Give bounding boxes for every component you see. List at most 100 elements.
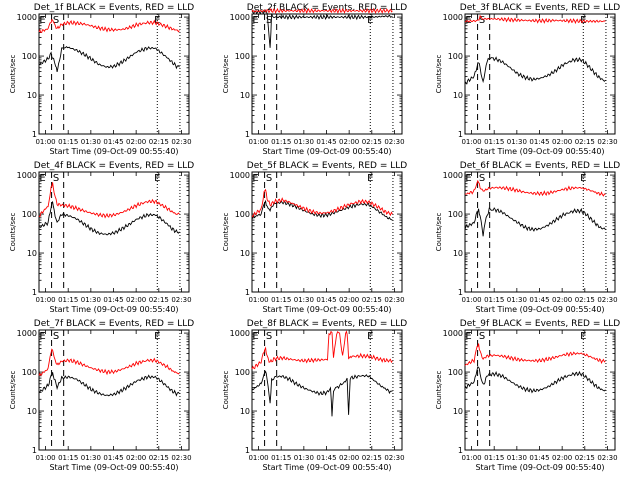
y-tick-label: 10	[453, 91, 463, 100]
x-axis-label: Start Time (09-Oct-09 00:55:40)	[49, 147, 178, 156]
x-axis-label: Start Time (09-Oct-09 00:55:40)	[475, 463, 604, 472]
x-tick-label: 02:00	[339, 454, 359, 462]
x-tick-label: 01:00	[248, 454, 268, 462]
y-tick-label: 1000	[230, 329, 250, 338]
y-tick-label: 1000	[230, 13, 250, 22]
x-tick-label: 01:15	[271, 138, 291, 146]
x-tick-label: 01:45	[316, 296, 336, 304]
y-tick-label: 1	[245, 130, 250, 139]
x-axis-label: Start Time (09-Oct-09 00:55:40)	[262, 463, 391, 472]
x-tick-label: 01:15	[484, 296, 504, 304]
x-tick-label: 01:00	[35, 454, 55, 462]
x-tick-label: 01:15	[58, 454, 78, 462]
x-tick-label: 01:30	[81, 454, 101, 462]
y-tick-label: 100	[22, 368, 37, 377]
detector-panel: Det_2f BLACK = Events, RED = LLD 1 10 100 10…	[222, 3, 407, 156]
y-tick-label: 10	[27, 249, 37, 258]
marker-s: S	[266, 15, 272, 26]
detector-panel: Det_4f BLACK = Events, RED = LLD 1 10 100 10…	[9, 161, 194, 314]
x-tick-label: 02:00	[339, 296, 359, 304]
x-tick-label: 02:00	[552, 454, 572, 462]
marker-e-left: E	[252, 331, 258, 342]
x-tick-label: 01:15	[271, 454, 291, 462]
plot-frame	[464, 329, 616, 451]
marker-e-left: E	[252, 15, 258, 26]
lld-line	[38, 182, 180, 219]
panel-title: Det_1f BLACK = Events, RED = LLD	[34, 3, 194, 13]
events-line	[38, 372, 180, 397]
marker-s: S	[53, 15, 59, 26]
x-tick-label: 02:15	[362, 454, 382, 462]
y-tick-label: 100	[235, 210, 250, 219]
lld-line	[251, 7, 393, 14]
y-tick-label: 1	[32, 446, 37, 455]
marker-e-right: E	[367, 331, 373, 342]
plot-frame	[38, 171, 190, 293]
x-tick-label: 02:15	[362, 138, 382, 146]
y-tick-label: 1000	[443, 329, 463, 338]
x-tick-label: 02:15	[575, 296, 595, 304]
x-tick-label: 01:45	[529, 138, 549, 146]
marker-s: S	[53, 173, 59, 184]
panel-title: Det_8f BLACK = Events, RED = LLD	[247, 319, 407, 329]
detector-panel: Det_1f BLACK = Events, RED = LLD 1 10 100 10…	[9, 3, 194, 156]
panel-title: Det_2f BLACK = Events, RED = LLD	[247, 3, 407, 13]
x-tick-label: 01:45	[103, 138, 123, 146]
x-tick-label: 01:00	[35, 138, 55, 146]
x-tick-label: 02:00	[126, 296, 146, 304]
y-tick-label: 100	[235, 368, 250, 377]
x-tick-label: 01:30	[507, 296, 527, 304]
marker-e-left: E	[39, 331, 45, 342]
x-tick-label: 02:15	[149, 138, 169, 146]
marker-e-left: E	[465, 331, 471, 342]
y-tick-label: 1000	[443, 13, 463, 22]
marker-e-right: E	[367, 173, 373, 184]
x-tick-label: 02:15	[575, 454, 595, 462]
lld-line	[464, 14, 606, 25]
y-axis-label: Counts/sec	[222, 213, 230, 252]
events-line	[464, 207, 606, 237]
x-axis-label: Start Time (09-Oct-09 00:55:40)	[49, 305, 178, 314]
y-tick-label: 1000	[17, 13, 37, 22]
y-axis-label: Counts/sec	[435, 213, 443, 252]
lld-line	[38, 19, 180, 33]
y-tick-label: 1	[458, 446, 463, 455]
x-tick-label: 01:30	[294, 454, 314, 462]
x-tick-label: 01:00	[461, 138, 481, 146]
y-axis-label: Counts/sec	[222, 371, 230, 410]
y-axis-label: Counts/sec	[222, 55, 230, 94]
x-tick-label: 02:00	[552, 138, 572, 146]
panel-title: Det_3f BLACK = Events, RED = LLD	[460, 3, 620, 13]
y-tick-label: 1000	[230, 171, 250, 180]
y-tick-label: 1	[458, 130, 463, 139]
y-tick-label: 10	[240, 91, 250, 100]
x-tick-label: 01:45	[316, 454, 336, 462]
x-tick-label: 01:00	[35, 296, 55, 304]
events-line	[464, 56, 606, 85]
x-tick-label: 02:30	[384, 138, 404, 146]
y-tick-label: 10	[240, 407, 250, 416]
y-tick-label: 100	[22, 52, 37, 61]
marker-e-right: E	[154, 331, 160, 342]
x-tick-label: 01:15	[58, 138, 78, 146]
x-tick-label: 02:30	[171, 296, 191, 304]
y-axis-label: Counts/sec	[435, 371, 443, 410]
lld-line	[38, 348, 180, 376]
marker-s: S	[266, 331, 272, 342]
x-tick-label: 01:15	[58, 296, 78, 304]
y-tick-label: 10	[27, 91, 37, 100]
marker-e-right: E	[580, 173, 586, 184]
x-tick-label: 02:30	[597, 138, 617, 146]
x-tick-label: 02:00	[339, 138, 359, 146]
plot-frame	[38, 13, 190, 135]
y-tick-label: 1	[458, 288, 463, 297]
plot-frame	[464, 171, 616, 293]
x-tick-label: 01:45	[529, 296, 549, 304]
x-tick-label: 01:00	[248, 138, 268, 146]
x-tick-label: 02:30	[171, 454, 191, 462]
lld-line	[251, 330, 393, 370]
panel-title: Det_6f BLACK = Events, RED = LLD	[460, 161, 620, 171]
marker-s: S	[479, 15, 485, 26]
x-axis-label: Start Time (09-Oct-09 00:55:40)	[262, 305, 391, 314]
y-tick-label: 100	[448, 368, 463, 377]
